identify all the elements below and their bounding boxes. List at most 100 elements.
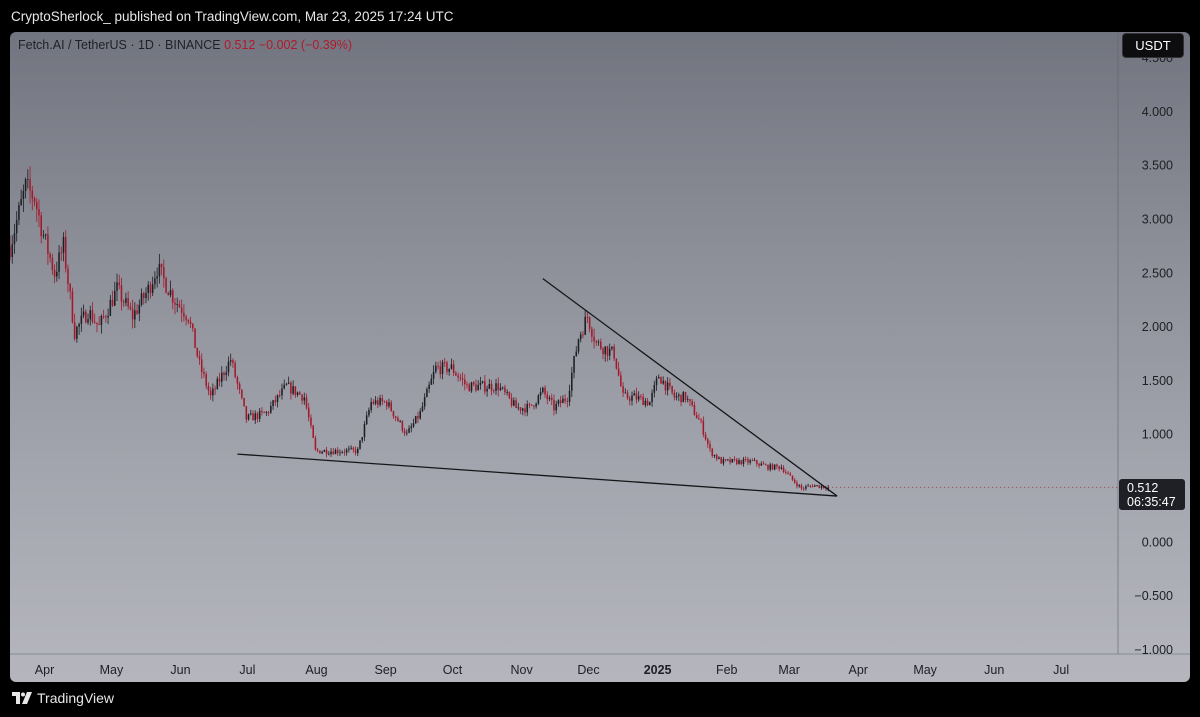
- candle-body: [573, 356, 575, 373]
- candle-body: [466, 384, 468, 385]
- candle-body: [517, 407, 520, 409]
- candle-body: [122, 301, 125, 303]
- candle-body: [319, 450, 321, 454]
- candle-body: [620, 375, 622, 387]
- candle-body: [216, 378, 219, 390]
- candle-body: [323, 449, 326, 452]
- candle-body: [299, 392, 301, 395]
- candle-body: [270, 405, 272, 413]
- candle-body: [530, 404, 533, 406]
- candle-body: [533, 405, 535, 407]
- candle-body: [89, 310, 92, 320]
- candle-body: [816, 485, 818, 486]
- candle-body: [613, 346, 615, 359]
- candle-body: [31, 190, 34, 199]
- candle-body: [513, 400, 515, 406]
- candle-body: [194, 328, 196, 349]
- candle-body: [93, 321, 96, 323]
- candle-body: [642, 396, 644, 406]
- candle-body: [336, 449, 339, 454]
- candle-body: [158, 263, 161, 277]
- candle-body: [579, 334, 582, 340]
- last-price-countdown: 06:35:47: [1127, 495, 1176, 509]
- last-price-value: 0.512: [1127, 481, 1159, 495]
- x-tick-label: Jul: [1053, 663, 1069, 677]
- candle-body: [339, 452, 341, 454]
- x-tick-label: Mar: [778, 663, 800, 677]
- candle-body: [633, 393, 636, 396]
- candle-body: [760, 463, 763, 466]
- candle-body: [359, 440, 361, 449]
- candle-body: [214, 388, 216, 390]
- x-tick-label: May: [100, 663, 124, 677]
- x-tick-label: Apr: [35, 663, 54, 677]
- candle-body: [247, 414, 250, 420]
- candle-body: [27, 179, 29, 180]
- candle-body: [51, 257, 54, 271]
- candle-body: [272, 400, 274, 406]
- candle-body: [256, 413, 259, 419]
- x-tick-label: Sep: [374, 663, 396, 677]
- candle-body: [82, 311, 85, 316]
- candle-body: [457, 375, 459, 378]
- candle-body: [163, 267, 165, 279]
- candle-body: [501, 387, 504, 389]
- candle-body: [357, 448, 359, 454]
- candle-body: [608, 348, 611, 356]
- candle-body: [368, 409, 370, 416]
- candle-body: [421, 406, 424, 412]
- candle-body: [727, 459, 729, 461]
- candle-body: [709, 444, 711, 449]
- candle-body: [762, 463, 765, 465]
- candle-body: [426, 389, 428, 398]
- candle-body: [490, 383, 493, 391]
- candle-body: [484, 381, 486, 392]
- candle-body: [167, 292, 170, 296]
- candle-body: [332, 451, 335, 455]
- candle-body: [646, 400, 649, 406]
- candle-body: [11, 244, 14, 258]
- candle-body: [452, 364, 455, 374]
- candle-body: [735, 459, 738, 464]
- candle-body: [252, 413, 254, 421]
- candle-body: [238, 383, 241, 390]
- candle-body: [62, 236, 65, 253]
- x-tick-label: Feb: [716, 663, 738, 677]
- candle-body: [584, 316, 586, 335]
- candle-body: [684, 392, 687, 401]
- candle-body: [472, 382, 475, 385]
- candle-body: [105, 316, 107, 318]
- candle-body: [428, 384, 430, 390]
- y-tick-label: 2.000: [1142, 320, 1173, 334]
- candle-body: [419, 411, 421, 419]
- candle-body: [176, 304, 178, 306]
- trendline-descending-resistance: [542, 278, 838, 497]
- candle-body: [553, 399, 555, 411]
- candle-body: [626, 392, 629, 399]
- candle-body: [377, 400, 379, 405]
- candle-body: [785, 472, 787, 473]
- candle-body: [771, 464, 774, 470]
- candle-body: [495, 383, 497, 391]
- tradingview-brand[interactable]: TradingView: [12, 690, 114, 706]
- candle-body: [450, 364, 453, 369]
- chart-frame[interactable]: 4.500 4.000 3.500 3.000 2.500 2.000 1.500 1.000…: [10, 32, 1190, 682]
- candle-body: [586, 316, 589, 318]
- candle-body: [673, 392, 676, 398]
- candle-body: [624, 392, 627, 394]
- candle-body: [477, 384, 479, 391]
- candle-body: [56, 271, 58, 277]
- price-chart[interactable]: 4.5004.0003.5003.0002.5002.0001.5001.000…: [10, 32, 1190, 682]
- candle-body: [91, 310, 94, 322]
- candle-body: [142, 293, 145, 299]
- candle-body: [73, 322, 76, 339]
- candle-body: [394, 416, 397, 418]
- candle-body: [145, 292, 147, 299]
- currency-button[interactable]: USDT: [1122, 33, 1184, 58]
- candle-body: [802, 488, 805, 490]
- candle-body: [374, 400, 377, 404]
- candle-body: [111, 299, 114, 306]
- candle-body: [635, 393, 638, 400]
- candle-body: [555, 403, 557, 411]
- candle-body: [33, 198, 36, 203]
